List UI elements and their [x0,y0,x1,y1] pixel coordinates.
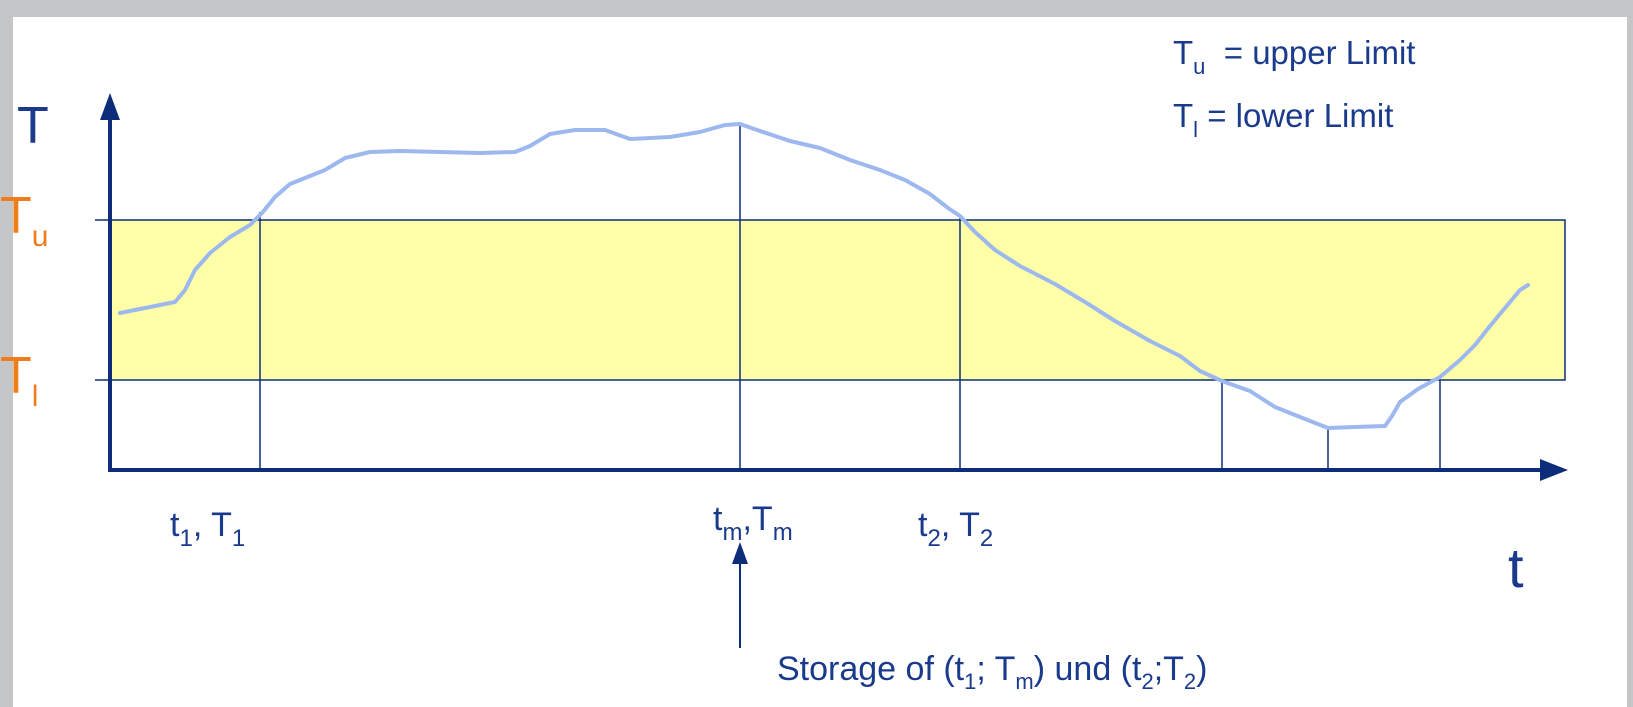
label-T2-subscript: 2 [979,525,994,552]
label-t2-separator: , [940,506,960,544]
label-T1-subscript: 1 [231,525,246,552]
storage-note-part-1: Storage of (t [777,650,965,688]
label-t1-separator: , [192,506,212,544]
storage-note-sub-3: 2 [1141,669,1154,694]
tolerance-band [109,219,1566,381]
label-tm-Tm: tm,Tm [713,500,793,545]
storage-note-part-3: ) und (t [1033,650,1142,688]
label-t1-symbol: t [170,506,180,544]
legend-lower-symbol: T [1173,97,1194,134]
lower-limit-label: Tl [0,347,38,412]
lower-limit-symbol: T [0,347,32,405]
label-T1-symbol: T [211,506,232,544]
upper-limit-symbol: T [0,187,32,245]
legend-upper-symbol: T [1173,34,1194,71]
y-axis-symbol: T [17,97,49,155]
label-Tm-subscript: m [772,519,793,546]
label-tm-symbol: t [713,500,723,538]
label-t1-subscript: 1 [179,525,193,552]
storage-note-part-4: ;T [1153,650,1184,688]
frame-left-border [0,0,13,707]
lower-limit-subscript: l [31,380,39,413]
label-tm-separator: , [742,500,752,538]
storage-note-part-5: ) [1196,650,1208,688]
storage-pointer-arrowhead [732,542,748,564]
storage-note-sub-1: 1 [964,669,977,694]
label-T2-symbol: T [959,506,980,544]
y-axis-arrowhead [100,93,120,120]
storage-note: Storage of (t1; Tm) und (t2;T2) [777,650,1208,693]
label-t2-subscript: 2 [927,525,941,552]
frame-top-border [0,0,1633,17]
label-t2-symbol: t [918,506,928,544]
upper-limit-subscript: u [31,220,49,253]
legend-upper-text: = upper Limit [1205,34,1416,71]
storage-note-sub-2: m [1015,669,1034,694]
temperature-curve [118,122,1530,430]
label-tm-subscript: m [722,519,743,546]
label-t2-T2: t2, T2 [918,506,993,551]
x-axis-symbol: t [1508,536,1524,599]
label-t1-T1: t1, T1 [170,506,245,551]
legend-lower-limit: Tl = lower Limit [1173,97,1394,141]
storage-note-part-2: ; T [976,650,1016,688]
legend-upper-subscript: u [1193,54,1206,79]
upper-limit-label: Tu [0,187,48,252]
frame-right-border [1627,0,1633,707]
legend-lower-subscript: l [1193,117,1199,142]
legend-upper-limit: Tu = upper Limit [1173,34,1416,78]
storage-note-sub-4: 2 [1183,669,1197,694]
x-axis-arrowhead [1540,459,1568,481]
label-Tm-symbol: T [751,500,773,538]
legend-lower-text: = lower Limit [1198,97,1394,134]
